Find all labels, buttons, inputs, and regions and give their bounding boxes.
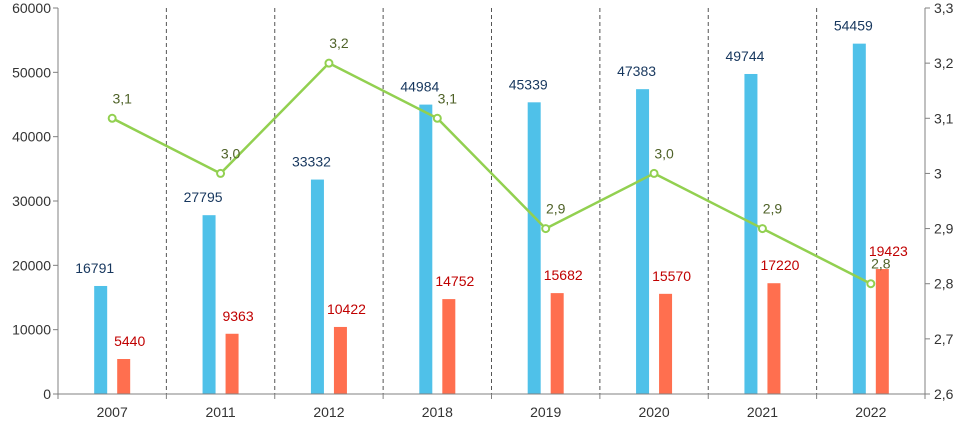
bar-series1 [94,285,108,394]
y-tick-label-right: 3 [934,165,942,181]
line-point [107,113,117,123]
line-point [432,113,442,123]
x-tick-label: 2011 [206,404,236,420]
data-label-series2: 10422 [327,301,366,317]
line-point [866,279,876,289]
bar-series1 [744,73,758,394]
y-tick-label-right: 3,3 [934,0,954,16]
data-label-line: 3,1 [438,90,458,106]
x-tick-label: 2022 [855,404,886,420]
axes: 0 10000 20000 30000 40000 50000 60000 2,6 2,7 2,8… [12,0,954,420]
y-tick-label-left: 0 [43,386,51,402]
y-tick-label-left: 20000 [12,257,51,273]
data-label-series2: 19423 [869,243,908,259]
data-label-series2: 15570 [652,268,691,284]
y-tick-label-left: 40000 [12,129,51,145]
data-labels: 16791 5440 27795 9363 33332 10422 44984 14752 45… [75,18,908,349]
bar-series1 [310,179,324,394]
line-point [324,58,334,68]
y-tick-label-right: 3,2 [934,55,954,71]
data-label-series1: 44984 [400,79,439,95]
line-series [107,58,876,289]
bar-series2 [550,293,564,394]
data-label-series1: 45339 [509,76,548,92]
data-label-line: 2,9 [546,201,566,217]
bar-series1 [202,215,216,394]
bar-series1 [636,89,650,394]
data-label-line: 2,9 [763,201,783,217]
line-series-path [111,61,872,285]
data-label-line: 3,1 [112,90,132,106]
bar-series2 [875,269,889,394]
data-label-line: 3,2 [329,35,349,51]
bar-series1 [852,43,866,395]
line-point [541,224,551,234]
x-tick-label: 2018 [422,404,453,420]
data-label-series2: 9363 [222,308,253,324]
data-label-series1: 27795 [184,189,223,205]
data-label-line: 3,0 [221,145,241,161]
bar-series2 [225,333,239,394]
y-tick-label-left: 10000 [12,322,51,338]
bar-series2 [442,299,456,394]
x-tick-label: 2020 [638,404,669,420]
line-point [649,168,659,178]
y-tick-label-right: 2,8 [934,276,954,292]
y-tick-label-right: 2,7 [934,331,954,347]
data-label-line: 3,0 [654,145,674,161]
x-tick-label: 2012 [313,404,344,420]
data-label-series1: 54459 [834,18,873,34]
bar-series [94,43,889,395]
data-label-series2: 17220 [760,257,799,273]
bar-series2 [333,326,347,394]
bar-series2 [659,293,673,394]
data-label-series1: 33332 [292,154,331,170]
y-tick-label-right: 3,1 [934,110,954,126]
x-tick-label: 2021 [747,404,778,420]
data-label-series1: 49744 [725,48,764,64]
y-tick-label-right: 2,9 [934,221,954,237]
data-label-line: 2,8 [871,256,891,272]
x-tick-label: 2007 [97,404,128,420]
line-point [757,224,767,234]
y-tick-label-left: 60000 [12,0,51,16]
x-tick-label: 2019 [530,404,561,420]
y-tick-label-left: 50000 [12,64,51,80]
bar-series2 [767,283,781,394]
data-label-series1: 16791 [75,260,114,276]
bar-series1 [527,102,541,395]
y-tick-label-right: 2,6 [934,386,954,402]
bar-series1 [419,104,433,394]
bar-series2 [117,359,131,394]
data-label-series1: 47383 [617,63,656,79]
line-point [216,168,226,178]
y-tick-label-left: 30000 [12,193,51,209]
category-dividers [165,8,818,394]
data-label-series2: 5440 [114,333,145,349]
data-label-series2: 15682 [544,267,583,283]
data-label-series2: 14752 [435,273,474,289]
